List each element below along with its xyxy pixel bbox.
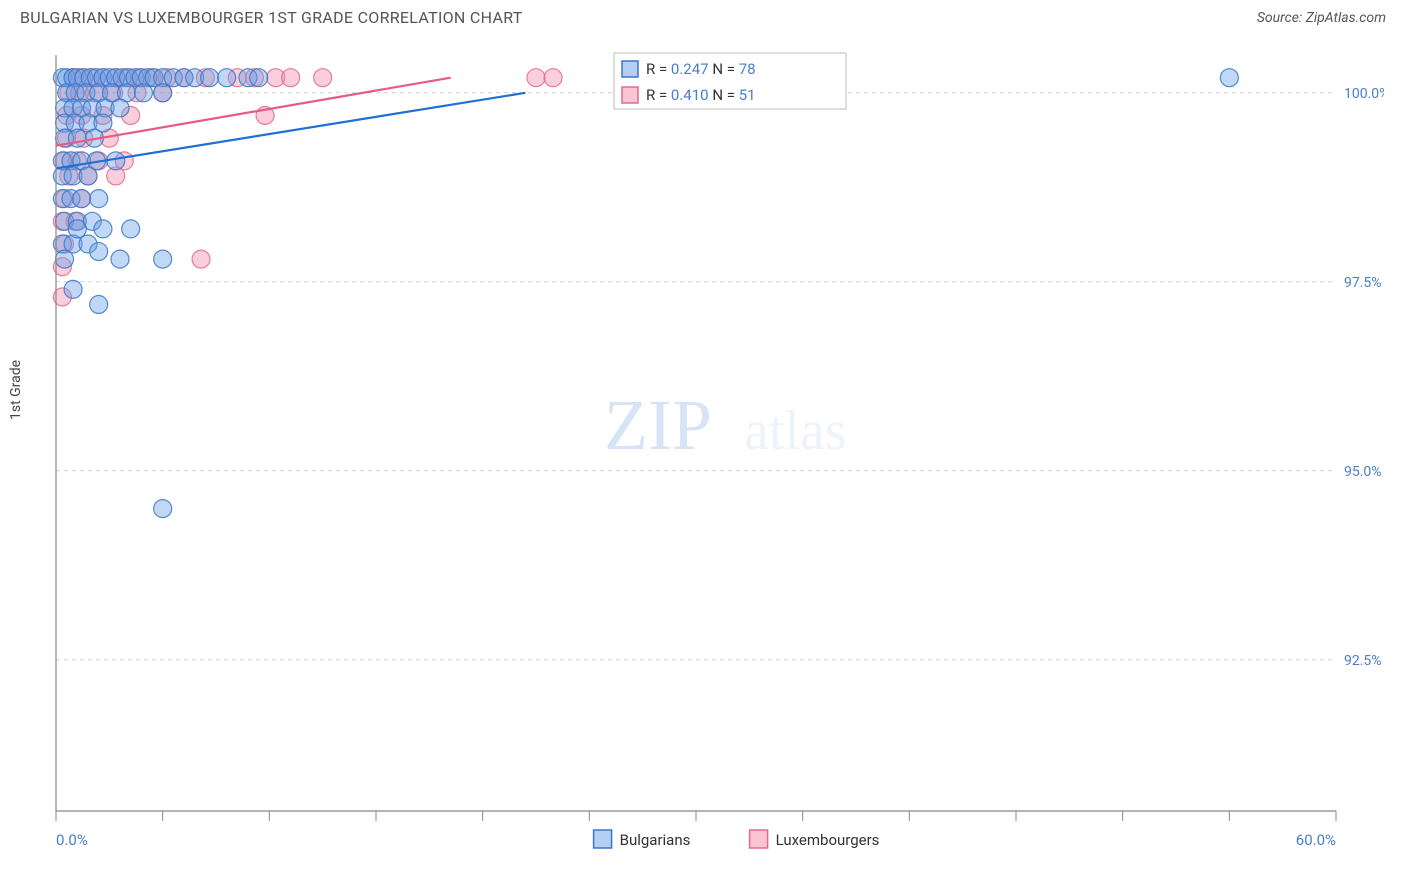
watermark-text: atlas: [744, 400, 847, 462]
svg-text:97.5%: 97.5%: [1344, 275, 1382, 291]
svg-text:95.0%: 95.0%: [1344, 464, 1382, 480]
svg-text:0.0%: 0.0%: [56, 831, 88, 849]
gridlines: [56, 93, 1336, 660]
chart-title: BULGARIAN VS LUXEMBOURGER 1ST GRADE CORR…: [20, 8, 523, 27]
svg-text:Luxembourgers: Luxembourgers: [776, 831, 880, 849]
svg-text:60.0%: 60.0%: [1296, 831, 1336, 849]
correlation-scatter-chart: ZIP atlas 92.5% 95.0% 97.5% 100.0% R = 0.24…: [44, 39, 1384, 875]
stats-legend-box: R = 0.247 N = 78 R = 0.410 N = 51: [614, 53, 846, 109]
svg-text:Bulgarians: Bulgarians: [620, 831, 691, 849]
y-tick-labels: 92.5% 95.0% 97.5% 100.0%: [1344, 86, 1384, 669]
y-axis-label: 1st Grade: [8, 360, 24, 420]
watermark-text: ZIP: [604, 385, 712, 465]
luxembourgers-points: [53, 69, 562, 306]
x-axis-labels: 0.0% 60.0%: [56, 831, 1336, 849]
svg-text:R = 0.247 N = 78: R = 0.247 N = 78: [646, 60, 756, 78]
svg-text:100.0%: 100.0%: [1344, 86, 1384, 102]
svg-text:R = 0.410 N = 51: R = 0.410 N = 51: [646, 86, 756, 104]
svg-text:92.5%: 92.5%: [1344, 653, 1382, 669]
chart-source: Source: ZipAtlas.com: [1257, 10, 1386, 26]
series-legend: Bulgarians Luxembourgers: [594, 830, 880, 849]
